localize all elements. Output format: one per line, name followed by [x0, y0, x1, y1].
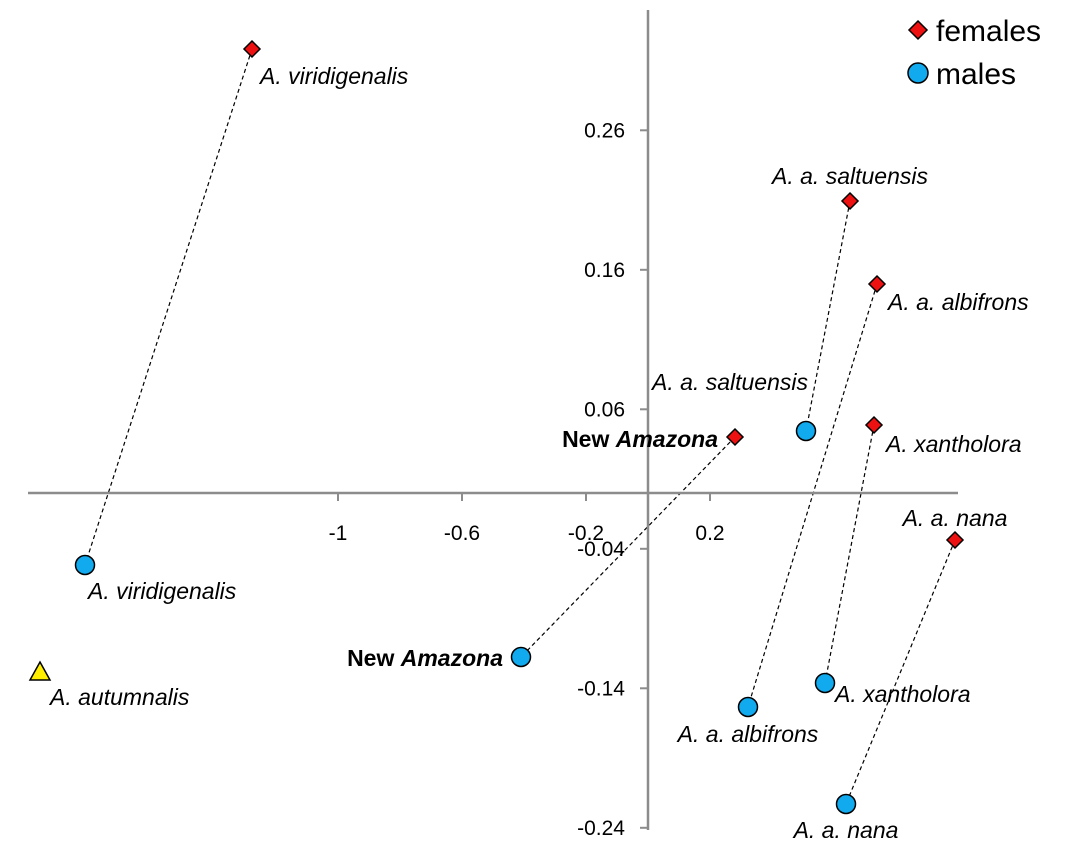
point-label: A. viridigenalis — [258, 63, 409, 89]
pair-connector-line — [520, 436, 736, 658]
female-diamond-point — [840, 191, 860, 211]
point-label: A. a. nana — [901, 505, 1008, 531]
point-label: A. a. albifrons — [676, 721, 819, 747]
female-diamond-point — [867, 274, 887, 294]
label-bold-italic: Amazona — [400, 645, 503, 671]
x-tick-label: -0.6 — [444, 522, 480, 545]
point-labels: A. viridigenalis A. a. saltuensis New Amaz… — [48, 63, 1029, 842]
pair-connector-line — [84, 48, 253, 566]
point-label: A. a. saltuensis — [650, 369, 808, 395]
male-circle-point — [814, 672, 836, 694]
y-tick-label: -0.24 — [577, 817, 625, 840]
label-bold-prefix: New — [562, 426, 616, 452]
y-tick-label: 0.26 — [584, 119, 625, 142]
y-tick-label: -0.14 — [577, 677, 625, 700]
female-diamond-point — [864, 415, 884, 435]
label-bold-prefix: New — [347, 645, 401, 671]
pair-connector-line — [805, 200, 851, 432]
x-tick-label: -0.2 — [568, 522, 604, 545]
y-tick-label: 0.06 — [584, 398, 625, 421]
male-circle-point — [737, 696, 759, 718]
label-bold-italic: Amazona — [615, 426, 718, 452]
legend-female-marker — [907, 19, 929, 41]
legend-label: males — [936, 58, 1016, 91]
y-tick-label: -0.04 — [577, 538, 625, 561]
point-label: A. xantholora — [833, 681, 971, 707]
point-label: A. a. saltuensis — [770, 163, 928, 189]
point-label: A. xantholora — [884, 431, 1022, 457]
point-label: New Amazona — [347, 645, 503, 671]
triangle-point — [28, 660, 52, 681]
point-label: A. a. nana — [792, 817, 899, 842]
x-tick-label: 0.2 — [695, 522, 724, 545]
male-circle-point — [74, 554, 96, 576]
point-label: A. a. albifrons — [886, 289, 1029, 315]
male-circle-point — [795, 420, 817, 442]
data-points — [28, 39, 965, 815]
female-diamond-point — [242, 39, 262, 59]
legend-label: females — [936, 15, 1041, 48]
point-label: A. viridigenalis — [86, 578, 237, 604]
male-circle-point — [835, 793, 857, 815]
axes — [28, 10, 958, 830]
female-diamond-point — [725, 427, 745, 447]
point-label: New Amazona — [562, 426, 718, 452]
x-tick-label: -1 — [329, 522, 348, 545]
point-label: A. autumnalis — [48, 684, 190, 710]
y-tick-label: 0.16 — [584, 259, 625, 282]
pair-connector-line — [747, 283, 878, 708]
pair-connector-line — [845, 539, 956, 805]
pair-connectors — [84, 48, 956, 805]
tick-labels: -1 -0.6 -0.2 0.2 0.26 0.16 0.06 -0.04 -0.14 -0.24 — [329, 119, 725, 840]
legend: females males — [907, 15, 1041, 91]
legend-male-marker — [907, 62, 929, 84]
male-circle-point — [510, 646, 532, 668]
female-diamond-point — [945, 530, 965, 550]
pair-connector-line — [824, 424, 875, 684]
